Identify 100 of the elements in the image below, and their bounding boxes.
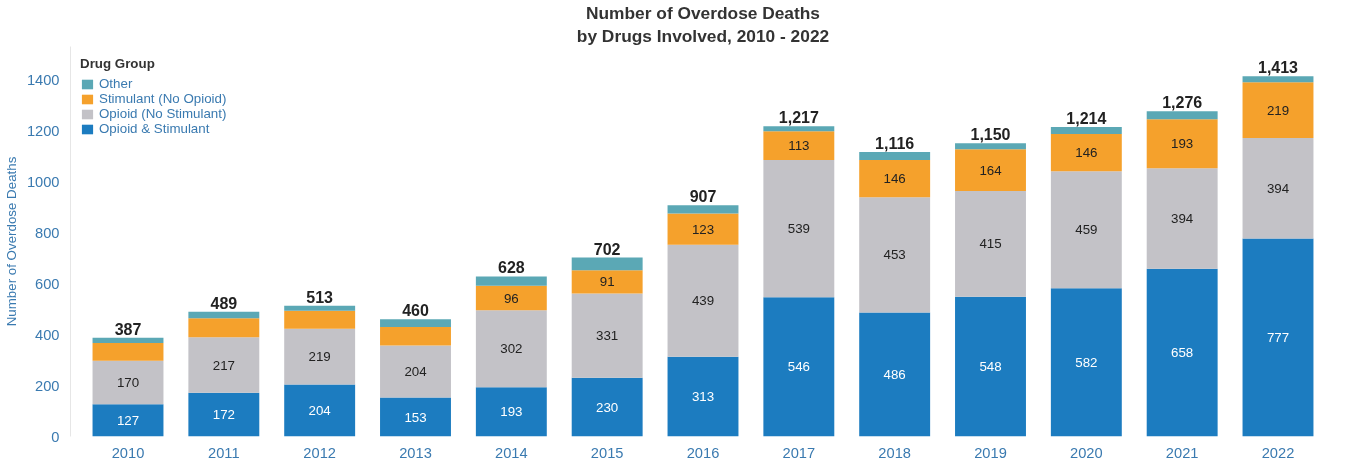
bar <box>188 392 260 437</box>
bar <box>92 404 164 437</box>
x-tick-label: 2013 <box>399 444 432 461</box>
bar <box>1050 171 1122 289</box>
total-label: 1,413 <box>1257 59 1299 77</box>
data-label: 546 <box>787 359 810 375</box>
data-label: 582 <box>1075 354 1098 370</box>
data-label: 548 <box>979 359 1002 375</box>
x-tick-label: 2012 <box>303 444 336 461</box>
y-tick-label: 1000 <box>26 173 60 190</box>
data-label: 313 <box>691 389 715 405</box>
total-label: 628 <box>497 259 525 277</box>
bar <box>955 296 1026 437</box>
bar <box>1242 76 1314 83</box>
bar <box>380 345 451 398</box>
data-label: 331 <box>596 328 619 344</box>
total-label: 907 <box>689 188 717 206</box>
bar <box>475 276 547 286</box>
bar <box>188 337 260 393</box>
data-label: 394 <box>1171 211 1194 227</box>
total-label: 1,214 <box>1066 110 1107 128</box>
data-label: 217 <box>212 357 235 373</box>
x-tick-label: 2015 <box>590 444 624 461</box>
legend-label: Opioid (No Stimulant) <box>99 106 227 121</box>
bar <box>1146 111 1218 120</box>
data-label: 164 <box>979 162 1003 178</box>
legend-title: Drug Group <box>80 56 156 71</box>
bar <box>1050 288 1122 437</box>
bar <box>763 131 835 160</box>
bar <box>571 293 643 378</box>
bar <box>859 159 931 198</box>
x-tick-label: 2020 <box>1070 444 1103 461</box>
data-label: 219 <box>1266 102 1290 118</box>
x-tick-label: 2010 <box>111 444 145 461</box>
data-label: 146 <box>883 171 906 187</box>
bar <box>1050 133 1122 172</box>
total-label: 387 <box>114 320 142 338</box>
data-label: 123 <box>691 221 715 237</box>
x-tick-label: 2019 <box>974 444 1007 461</box>
bar <box>859 312 931 437</box>
y-tick-label: 1400 <box>26 71 60 88</box>
total-label: 460 <box>402 302 429 320</box>
bar <box>667 205 739 214</box>
bar <box>571 257 643 271</box>
bar <box>1050 127 1122 134</box>
bar <box>92 342 164 361</box>
data-label: 453 <box>883 247 906 263</box>
bar <box>1146 268 1218 437</box>
bar <box>380 397 451 437</box>
data-label: 127 <box>116 412 140 428</box>
y-tick-label: 600 <box>35 275 60 292</box>
y-tick-label: 400 <box>35 326 60 343</box>
data-label: 204 <box>404 364 428 379</box>
chart-subtitle: by Drugs Involved, 2010 - 2022 <box>576 25 830 46</box>
bar <box>1146 168 1218 269</box>
bar <box>188 318 260 338</box>
bar <box>859 197 931 313</box>
data-label: 486 <box>883 367 906 383</box>
bar <box>955 143 1026 150</box>
bar <box>284 328 356 385</box>
bar <box>475 285 547 311</box>
x-tick-label: 2022 <box>1261 444 1295 461</box>
bar <box>763 297 835 437</box>
total-label: 702 <box>593 240 621 258</box>
x-tick-label: 2014 <box>495 444 528 461</box>
data-label: 113 <box>788 138 810 154</box>
total-label: 1,217 <box>778 109 819 127</box>
bar <box>92 360 164 405</box>
legend-label: Stimulant (No Opioid) <box>99 91 227 106</box>
total-label: 1,150 <box>970 126 1011 144</box>
data-label: 170 <box>116 374 140 390</box>
bar <box>1146 119 1218 169</box>
bar <box>284 305 356 311</box>
data-label: 193 <box>500 404 523 420</box>
x-tick-label: 2017 <box>782 444 816 461</box>
legend-label: Other <box>99 76 133 91</box>
bar <box>667 244 739 357</box>
bar <box>475 387 547 437</box>
bar <box>1242 138 1314 239</box>
data-label: 193 <box>1171 136 1194 152</box>
x-tick-label: 2016 <box>686 444 720 461</box>
y-axis-title: Number of Overdose Deaths <box>3 156 19 327</box>
total-label: 513 <box>306 288 334 306</box>
total-label: 1,116 <box>875 135 915 153</box>
total-label: 1,276 <box>1162 94 1203 112</box>
bar <box>859 152 931 160</box>
chart-title: Number of Overdose Deaths <box>586 2 821 23</box>
data-label: 230 <box>596 399 619 415</box>
bar <box>92 337 164 343</box>
data-label: 394 <box>1266 180 1290 196</box>
y-tick-label: 1200 <box>26 122 60 139</box>
bar <box>763 159 835 298</box>
bar <box>380 326 451 346</box>
data-label: 439 <box>691 293 715 309</box>
y-tick-label: 200 <box>35 377 60 394</box>
bar <box>955 191 1026 297</box>
bar <box>284 310 356 329</box>
data-label: 96 <box>503 290 519 306</box>
data-label: 153 <box>404 409 427 425</box>
y-tick-label: 800 <box>35 224 60 241</box>
